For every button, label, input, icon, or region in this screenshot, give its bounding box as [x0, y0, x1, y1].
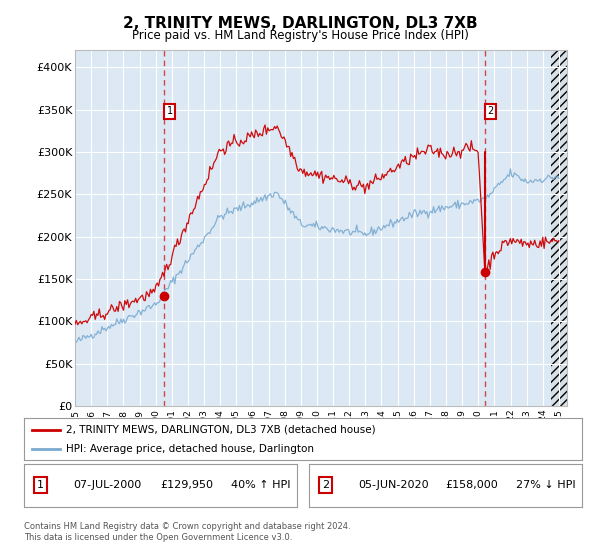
Text: 40% ↑ HPI: 40% ↑ HPI	[232, 480, 291, 490]
Text: 2, TRINITY MEWS, DARLINGTON, DL3 7XB (detached house): 2, TRINITY MEWS, DARLINGTON, DL3 7XB (de…	[66, 424, 376, 435]
Text: Contains HM Land Registry data © Crown copyright and database right 2024.
This d: Contains HM Land Registry data © Crown c…	[24, 522, 350, 542]
Text: £158,000: £158,000	[445, 480, 498, 490]
Text: 2: 2	[322, 480, 329, 490]
Text: 1: 1	[37, 480, 44, 490]
Text: Price paid vs. HM Land Registry's House Price Index (HPI): Price paid vs. HM Land Registry's House …	[131, 29, 469, 42]
Text: 2, TRINITY MEWS, DARLINGTON, DL3 7XB: 2, TRINITY MEWS, DARLINGTON, DL3 7XB	[122, 16, 478, 31]
Bar	[551, 50, 575, 406]
Text: 2: 2	[487, 106, 494, 116]
Text: 05-JUN-2020: 05-JUN-2020	[358, 480, 429, 490]
Text: HPI: Average price, detached house, Darlington: HPI: Average price, detached house, Darl…	[66, 444, 314, 454]
Text: 1: 1	[166, 106, 173, 116]
Text: 27% ↓ HPI: 27% ↓ HPI	[517, 480, 576, 490]
Text: £129,950: £129,950	[161, 480, 214, 490]
Text: 07-JUL-2000: 07-JUL-2000	[73, 480, 142, 490]
